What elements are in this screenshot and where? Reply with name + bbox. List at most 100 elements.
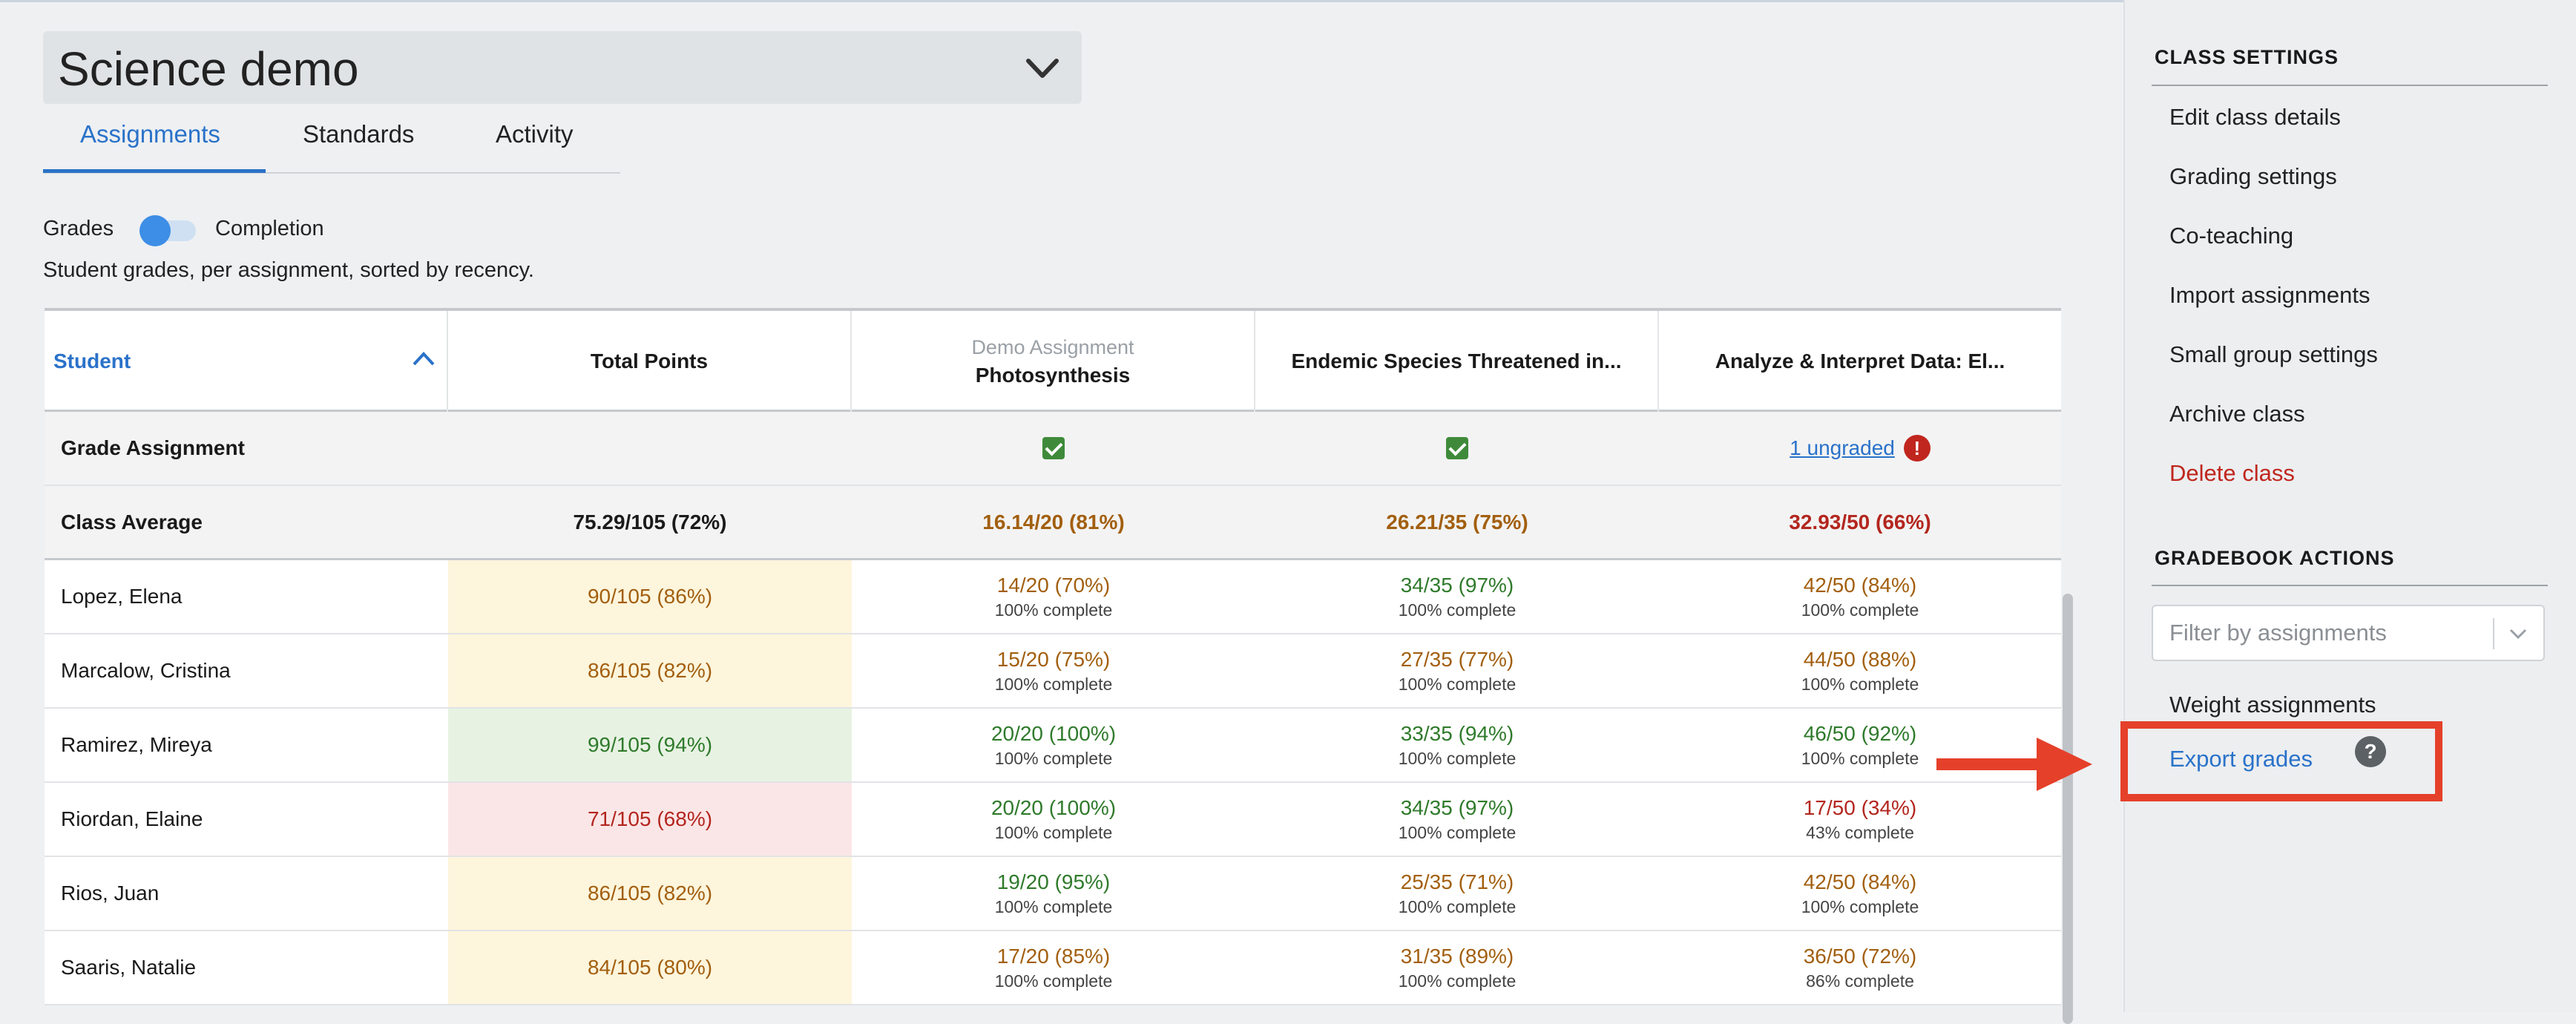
completion-text: 43% complete [1806, 822, 1914, 842]
header-total-label: Total Points [590, 349, 709, 372]
grade-cell[interactable]: 46/50 (92%) 100% complete [1659, 709, 2061, 781]
settings-panel: CLASS SETTINGS Edit class details Gradin… [2123, 0, 2576, 1012]
student-name[interactable]: Lopez, Elena [61, 585, 183, 608]
grade-score: 33/35 (94%) [1400, 721, 1514, 745]
table-scrollbar[interactable] [2063, 594, 2073, 1024]
grade-score: 44/50 (88%) [1803, 647, 1917, 671]
grade-cell[interactable]: 20/20 (100%) 100% complete [852, 783, 1255, 856]
grade-score: 46/50 (92%) [1803, 721, 1917, 745]
chevron-down-icon[interactable] [1024, 53, 1061, 83]
filter-assignments-select[interactable]: Filter by assignments [2152, 605, 2545, 661]
table-row[interactable]: Riordan, Elaine 71/105 (68%) 20/20 (100%… [45, 783, 2061, 857]
student-total: 86/105 (82%) [448, 857, 852, 930]
grade-cell[interactable]: 31/35 (89%) 100% complete [1255, 931, 1659, 1004]
active-tab-indicator [43, 169, 266, 173]
header-assignment-3-label: Analyze & Interpret Data: El... [1715, 349, 2005, 372]
header-total-points[interactable]: Total Points [448, 311, 852, 412]
header-assignment-1[interactable]: Demo Assignment Photosynthesis [852, 311, 1255, 412]
completion-text: 100% complete [1398, 971, 1517, 991]
co-teaching-link[interactable]: Co-teaching [2169, 223, 2294, 249]
grade-score: 34/35 (97%) [1400, 573, 1514, 597]
toggle-knob[interactable] [139, 215, 171, 246]
completion-text: 86% complete [1806, 971, 1914, 991]
grade-cell[interactable]: 42/50 (84%) 100% complete [1659, 857, 2061, 930]
completion-text: 100% complete [994, 896, 1113, 916]
grade-cell[interactable]: 34/35 (97%) 100% complete [1255, 783, 1659, 856]
grade-assignment-label: Grade Assignment [61, 436, 245, 459]
grade-score: 17/50 (34%) [1803, 795, 1917, 819]
table-row[interactable]: Lopez, Elena 90/105 (86%) 14/20 (70%) 100… [45, 560, 2061, 634]
student-name[interactable]: Riordan, Elaine [61, 807, 203, 830]
chevron-down-icon[interactable] [2508, 626, 2529, 642]
grade-score: 17/20 (85%) [996, 944, 1111, 968]
tab-standards[interactable]: Standards [303, 120, 415, 148]
grade-cell[interactable]: 14/20 (70%) 100% complete [852, 560, 1255, 633]
table-row[interactable]: Saaris, Natalie 84/105 (80%) 17/20 (85%)… [45, 931, 2061, 1005]
table-header: Student Total Points Demo Assignment Pho… [45, 308, 2061, 412]
grade-cell[interactable]: 33/35 (94%) 100% complete [1255, 709, 1659, 781]
grade-cell[interactable]: 17/50 (34%) 43% complete [1659, 783, 2061, 856]
graded-check-icon[interactable] [1446, 437, 1468, 459]
student-total: 99/105 (94%) [448, 709, 852, 781]
completion-text: 100% complete [1398, 748, 1517, 768]
edit-class-details-link[interactable]: Edit class details [2169, 104, 2341, 130]
weight-assignments-link[interactable]: Weight assignments [2169, 692, 2376, 718]
completion-text: 100% complete [1398, 600, 1517, 620]
grade-assignment-row: Grade Assignment 1 ungraded ! [45, 412, 2061, 486]
header-assignment-2-label: Endemic Species Threatened in... [1291, 349, 1622, 372]
tab-bar: Assignments Standards Activity [43, 111, 620, 174]
grade-cell[interactable]: 19/20 (95%) 100% complete [852, 857, 1255, 930]
header-student[interactable]: Student [45, 311, 448, 412]
gradebook-actions-heading: GRADEBOOK ACTIONS [2155, 547, 2395, 569]
grade-score: 20/20 (100%) [990, 795, 1117, 819]
student-total: 84/105 (80%) [448, 931, 852, 1004]
grade-cell[interactable]: 27/35 (77%) 100% complete [1255, 634, 1659, 707]
archive-class-link[interactable]: Archive class [2169, 401, 2305, 427]
class-average-label: Class Average [61, 510, 203, 534]
graded-check-icon[interactable] [1042, 437, 1065, 459]
export-grades-link[interactable]: Export grades [2169, 746, 2313, 772]
grade-cell[interactable]: 15/20 (75%) 100% complete [852, 634, 1255, 707]
grade-score: 31/35 (89%) [1400, 944, 1514, 968]
student-name[interactable]: Saaris, Natalie [61, 956, 197, 979]
grade-score: 42/50 (84%) [1803, 870, 1917, 893]
tab-assignments[interactable]: Assignments [80, 120, 220, 148]
help-icon[interactable]: ? [2355, 736, 2386, 767]
grade-cell[interactable]: 34/35 (97%) 100% complete [1255, 560, 1659, 633]
table-row[interactable]: Ramirez, Mireya 99/105 (94%) 20/20 (100%… [45, 709, 2061, 783]
grade-score: 15/20 (75%) [996, 647, 1111, 671]
divider [2152, 85, 2548, 86]
grade-cell[interactable]: 42/50 (84%) 100% complete [1659, 560, 2061, 633]
student-name[interactable]: Rios, Juan [61, 882, 160, 905]
table-row[interactable]: Marcalow, Cristina 86/105 (82%) 15/20 (7… [45, 634, 2061, 709]
student-name[interactable]: Marcalow, Cristina [61, 659, 231, 682]
table-row[interactable]: Rios, Juan 86/105 (82%) 19/20 (95%) 100% … [45, 857, 2061, 931]
class-selector[interactable]: Science demo [43, 31, 1082, 104]
completion-text: 100% complete [1398, 674, 1517, 694]
delete-class-link[interactable]: Delete class [2169, 460, 2295, 486]
grade-cell[interactable]: 20/20 (100%) 100% complete [852, 709, 1255, 781]
student-name[interactable]: Ramirez, Mireya [61, 733, 212, 756]
header-assignment-3[interactable]: Analyze & Interpret Data: El... [1659, 311, 2061, 412]
divider [2493, 618, 2494, 649]
completion-text: 100% complete [1398, 822, 1517, 842]
small-group-settings-link[interactable]: Small group settings [2169, 341, 2378, 367]
grade-score: 27/35 (77%) [1400, 647, 1514, 671]
grade-cell[interactable]: 44/50 (88%) 100% complete [1659, 634, 2061, 707]
import-assignments-link[interactable]: Import assignments [2169, 282, 2370, 308]
grade-cell[interactable]: 25/35 (71%) 100% complete [1255, 857, 1659, 930]
grade-score: 20/20 (100%) [990, 721, 1117, 745]
grade-score: 42/50 (84%) [1803, 573, 1917, 597]
completion-text: 100% complete [994, 822, 1113, 842]
ungraded-link[interactable]: 1 ungraded [1790, 436, 1895, 459]
sort-ascending-icon[interactable] [411, 349, 436, 369]
grade-score: 25/35 (71%) [1400, 870, 1514, 893]
tab-activity[interactable]: Activity [496, 120, 574, 148]
table-description: Student grades, per assignment, sorted b… [43, 258, 534, 282]
completion-text: 100% complete [994, 600, 1113, 620]
header-assignment-2[interactable]: Endemic Species Threatened in... [1255, 311, 1659, 412]
divider [2152, 585, 2548, 586]
grade-cell[interactable]: 17/20 (85%) 100% complete [852, 931, 1255, 1004]
grading-settings-link[interactable]: Grading settings [2169, 163, 2337, 189]
grade-cell[interactable]: 36/50 (72%) 86% complete [1659, 931, 2061, 1004]
